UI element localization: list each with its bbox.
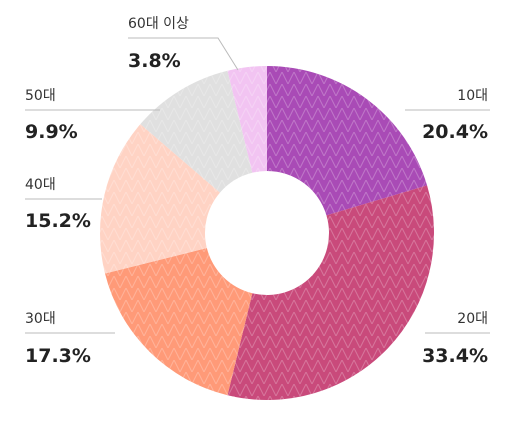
- slice-texture: [100, 124, 220, 274]
- value-label: 15.2%: [25, 210, 91, 232]
- category-label: 30대: [25, 311, 56, 327]
- leader-line: [128, 37, 239, 71]
- slice-texture: [104, 248, 253, 396]
- category-label: 50대: [25, 88, 56, 104]
- category-label: 40대: [25, 177, 56, 193]
- slice-texture: [227, 185, 435, 400]
- slice-texture: [227, 66, 267, 173]
- category-label: 20대: [457, 311, 488, 327]
- value-label: 33.4%: [422, 345, 488, 367]
- value-label: 20.4%: [422, 121, 488, 143]
- value-label: 3.8%: [128, 50, 181, 72]
- category-label: 10대: [457, 88, 488, 104]
- category-label: 60대 이상: [128, 16, 189, 32]
- slice-texture: [267, 66, 428, 216]
- value-label: 17.3%: [25, 345, 91, 367]
- slice-texture: [140, 70, 253, 193]
- value-label: 9.9%: [25, 121, 78, 143]
